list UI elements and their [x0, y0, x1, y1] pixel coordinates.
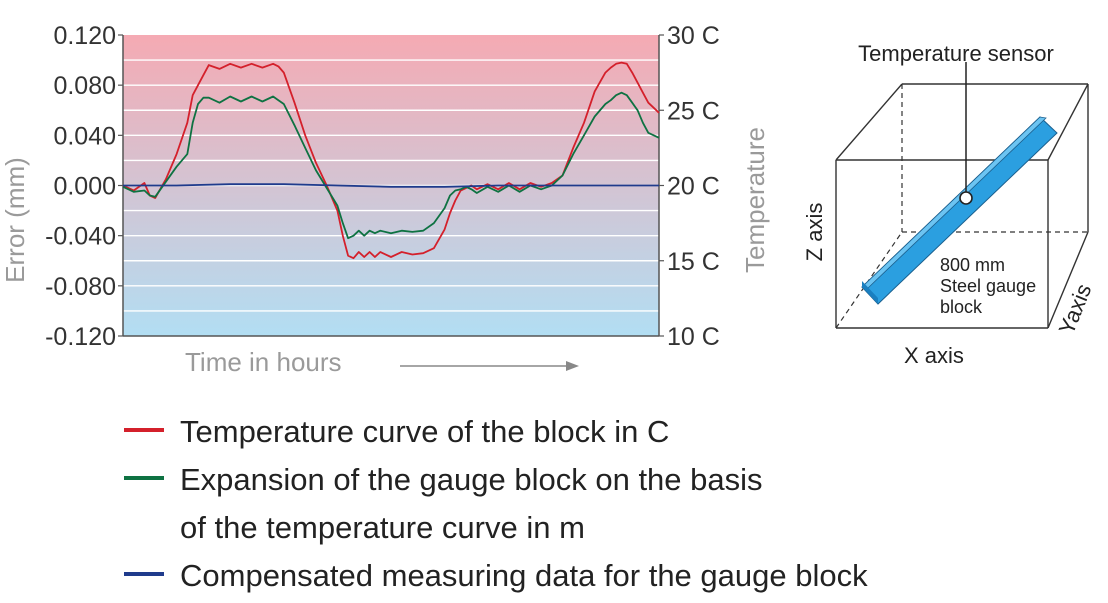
gauge-block-diagram: Temperature sensor 800 mm Steel gauge bl… — [802, 41, 1096, 368]
measurement-volume-box — [835, 83, 1089, 329]
series-temperature-line — [122, 61, 660, 260]
series-expansion-line — [122, 91, 660, 240]
y-axis-right-title: Temperature — [740, 127, 770, 273]
x-axis-title: Time in hours — [185, 347, 342, 377]
x-axis-arrow — [400, 361, 579, 371]
block-label-line-1: 800 mm — [940, 255, 1005, 275]
series-layer — [122, 61, 660, 260]
left-tick-label: 0.000 — [53, 173, 116, 201]
grid — [123, 59, 659, 312]
chart: 0.120 0.080 0.040 0.000 -0.040 -0.080 -0.120 3… — [0, 22, 770, 377]
series-compensated-line — [123, 183, 659, 188]
right-tick-label: 10 C — [667, 323, 720, 351]
y-axis-label: Yaxis — [1054, 280, 1097, 338]
right-tick-label: 20 C — [667, 173, 720, 201]
right-tick-label: 30 C — [667, 22, 720, 50]
legend: Temperature curve of the block in C Expan… — [124, 414, 868, 593]
block-label-line-2: Steel gauge — [940, 276, 1036, 296]
z-axis-label: Z axis — [802, 203, 827, 262]
temperature-sensor — [959, 191, 973, 205]
right-tick-label: 15 C — [667, 248, 720, 276]
legend-label: of the temperature curve in m — [180, 510, 585, 545]
left-tick-label: 0.120 — [53, 22, 116, 50]
left-tick-label: -0.080 — [45, 273, 116, 301]
block-label-line-3: block — [940, 297, 983, 317]
right-tick-labels: 30 C 25 C 20 C 15 C 10 C — [659, 22, 720, 351]
temperature-sensor-label: Temperature sensor — [858, 41, 1054, 66]
legend-label: Temperature curve of the block in C — [180, 414, 669, 449]
y-axis-left-title: Error (mm) — [0, 157, 30, 283]
legend-label: Compensated measuring data for the gauge… — [180, 558, 868, 593]
steel-gauge-block — [861, 116, 1058, 305]
left-tick-label: 0.080 — [53, 72, 116, 100]
right-tick-label: 25 C — [667, 97, 720, 125]
left-tick-label: -0.040 — [45, 223, 116, 251]
left-tick-label: -0.120 — [45, 323, 116, 351]
left-tick-labels: 0.120 0.080 0.040 0.000 -0.040 -0.080 -0.120 — [45, 22, 123, 351]
left-tick-label: 0.040 — [53, 122, 116, 150]
legend-label: Expansion of the gauge block on the basi… — [180, 462, 763, 497]
x-axis-label: X axis — [904, 343, 964, 368]
